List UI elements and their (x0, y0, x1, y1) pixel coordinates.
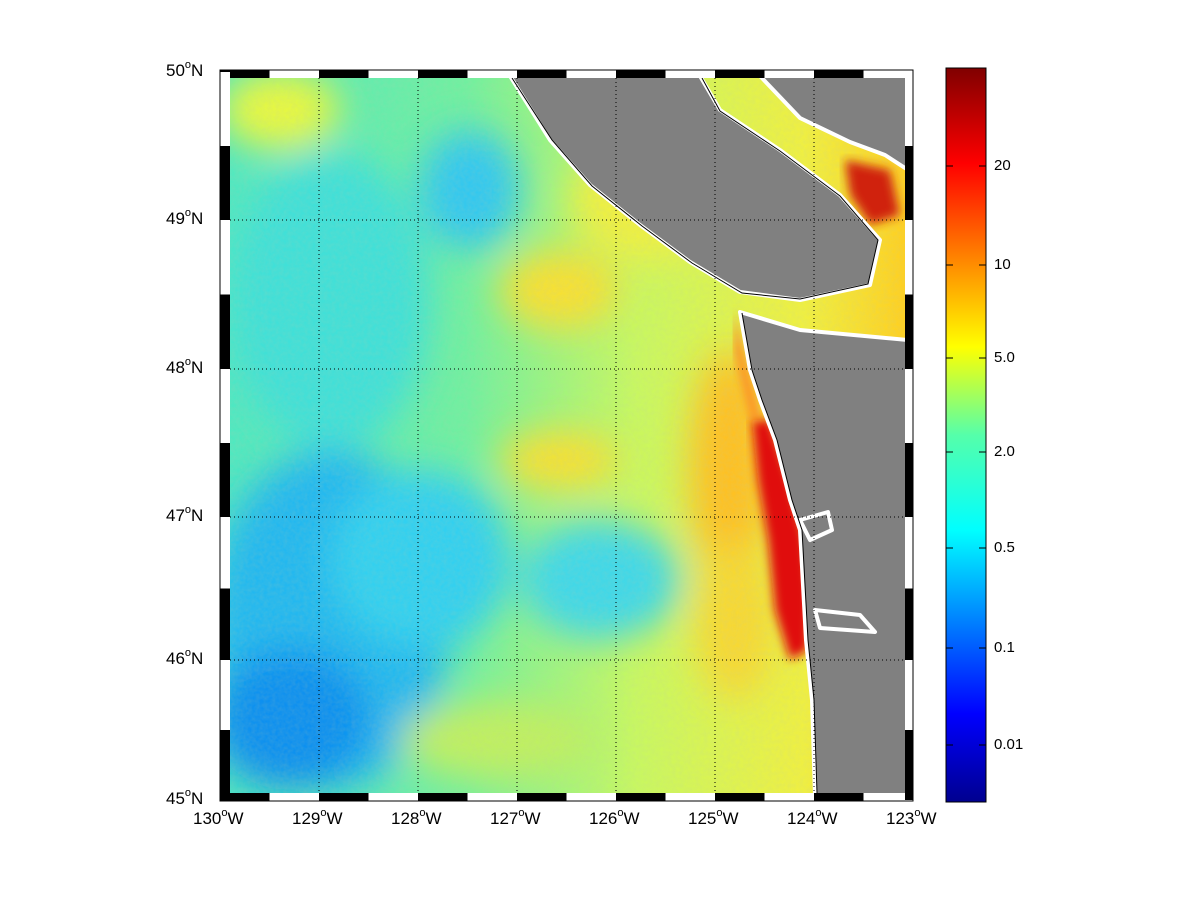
frame-segment (418, 70, 468, 78)
frame-segment (467, 70, 517, 78)
frame-segment (715, 793, 765, 801)
longitude-label: 124oW (787, 807, 838, 828)
frame-segment (905, 730, 913, 800)
longitude-label: 125oW (688, 807, 739, 828)
frame-segment (220, 220, 230, 295)
longitude-label: 127oW (490, 807, 541, 828)
frame-segment (220, 517, 230, 589)
frame-segment (665, 70, 715, 78)
colorbar-tick-label: 10 (994, 256, 1011, 273)
frame-segment (905, 294, 913, 369)
colorbar-tick-label: 5.0 (994, 349, 1015, 366)
frame-segment (905, 369, 913, 443)
latitude-label: 47oN (166, 504, 204, 525)
frame-segment (905, 72, 913, 146)
frame-segment (814, 70, 864, 78)
frame-segment (905, 220, 913, 295)
frame-segment (220, 369, 230, 443)
frame-segment (863, 793, 913, 801)
longitude-label: 130oW (193, 807, 244, 828)
frame-segment (616, 70, 666, 78)
latitude-label: 46oN (166, 647, 204, 668)
frame-segment (220, 443, 230, 517)
frame-segment (220, 146, 230, 220)
longitude-label: 123oW (886, 807, 937, 828)
frame-segment (269, 70, 319, 78)
frame-segment (566, 70, 616, 78)
colorbar-tick-label: 20 (994, 157, 1011, 174)
frame-segment (269, 793, 319, 801)
graticule (230, 78, 905, 793)
frame-segment (220, 588, 230, 660)
frame-segment (319, 793, 369, 801)
frame-segment (764, 793, 814, 801)
land (508, 78, 905, 793)
frame-segment (715, 70, 765, 78)
frame-segment (764, 70, 814, 78)
frame-segment (905, 588, 913, 660)
latitude-label: 45oN (166, 787, 204, 808)
longitude-label: 126oW (589, 807, 640, 828)
frame-segment (220, 793, 270, 801)
colorbar-ticks (946, 165, 986, 746)
latitude-label: 50oN (166, 59, 204, 80)
frame-segment (220, 70, 270, 78)
frame-segment (616, 793, 666, 801)
colorbar-tick-label: 0.1 (994, 639, 1015, 656)
frame-segment (220, 72, 230, 146)
frame-segment (319, 70, 369, 78)
latitude-label: 48oN (166, 356, 204, 377)
frame-segment (905, 146, 913, 220)
frame-segment (905, 660, 913, 730)
frame-segment (517, 793, 567, 801)
frame-segment (665, 793, 715, 801)
colorbar (945, 67, 987, 803)
longitude-label: 128oW (391, 807, 442, 828)
frame-segment (863, 70, 913, 78)
frame-segment (368, 70, 418, 78)
frame-segment (368, 793, 418, 801)
frame-segment (814, 793, 864, 801)
colorbar-tick-label: 0.01 (994, 736, 1024, 753)
frame-segment (566, 793, 616, 801)
frame-segment (418, 793, 468, 801)
longitude-label: 129oW (292, 807, 343, 828)
latitude-label: 49oN (166, 207, 204, 228)
coastal-bloom (752, 420, 810, 660)
colorbar-tick-label: 0.5 (994, 539, 1015, 556)
frame-segment (467, 793, 517, 801)
frame-segment (517, 70, 567, 78)
frame-segment (220, 294, 230, 369)
frame-segment (905, 443, 913, 517)
colorbar-tick-label: 2.0 (994, 443, 1015, 460)
frame-segment (220, 660, 230, 730)
frame-checker-border (219, 69, 914, 802)
chlorophyll-field (230, 78, 905, 793)
frame-segment (905, 517, 913, 589)
frame-segment (220, 730, 230, 800)
